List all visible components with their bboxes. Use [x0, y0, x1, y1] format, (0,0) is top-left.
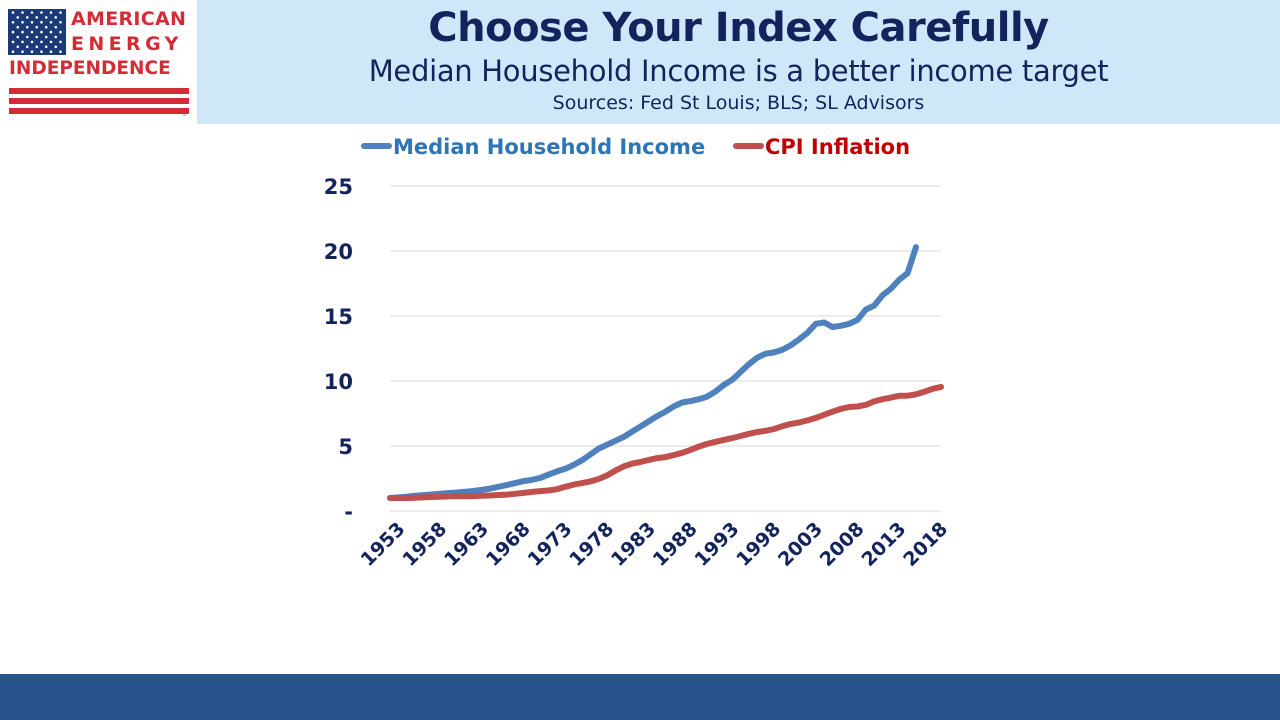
flag-star-icon — [11, 11, 15, 14]
y-tick-label: 15 — [324, 305, 353, 329]
flag-star-icon — [30, 21, 34, 24]
flag-star-icon — [30, 50, 34, 53]
flag-star-icon — [21, 21, 24, 24]
flag-star-icon — [21, 30, 24, 34]
x-tick-label: 1983 — [607, 518, 660, 571]
flag-star-icon — [16, 35, 20, 39]
flag-star-icon — [35, 16, 39, 19]
x-tick-label: 1973 — [524, 518, 577, 571]
flag-star-icon — [59, 21, 62, 24]
y-tick-label: 25 — [324, 175, 353, 199]
flag-star-icon — [59, 30, 62, 34]
flag-star-icon — [25, 35, 29, 39]
flag-star-icon — [30, 40, 34, 44]
x-tick-label: 1998 — [732, 518, 785, 571]
flag-star-icon — [25, 25, 29, 29]
flag-star-icon — [35, 25, 39, 29]
flag-star-icon — [40, 21, 43, 24]
page-title: Choose Your Index Carefully — [428, 5, 1049, 51]
flag-star-icon — [35, 45, 39, 49]
series-line-cpi-inflation — [387, 383, 944, 501]
flag-star-icon — [49, 40, 53, 44]
flag-star-icon — [11, 21, 15, 24]
y-tick-label: 5 — [338, 435, 353, 459]
flag-star-icon — [59, 50, 62, 53]
logo-text-american: AMERICAN — [71, 8, 187, 30]
x-tick-label: 2008 — [816, 518, 869, 571]
flag-star-icon — [44, 25, 48, 29]
x-tick-label: 2013 — [857, 518, 910, 571]
flag-star-icon — [25, 45, 29, 49]
x-tick-label: 1963 — [440, 518, 493, 571]
flag-star-icon — [11, 30, 15, 34]
x-tick-label: 1953 — [357, 518, 410, 571]
flag-star-icon — [40, 50, 43, 53]
flag-star-icon — [44, 35, 48, 39]
flag-star-icon — [44, 16, 48, 19]
logo-text-energy: ENERGY — [71, 33, 183, 55]
trademark-symbol: ™ — [182, 114, 187, 120]
flag-star-icon — [16, 16, 20, 19]
logo-stripe — [9, 108, 189, 114]
flag-star-icon — [30, 11, 34, 14]
flag-star-icon — [21, 40, 24, 44]
flag-star-icon — [40, 40, 43, 44]
x-tick-label: 1958 — [398, 518, 451, 571]
flag-star-icon — [49, 11, 53, 14]
flag-star-icon — [11, 50, 15, 53]
flag-star-icon — [40, 11, 43, 14]
footer-band — [0, 674, 1280, 720]
us-flag-icon — [8, 9, 66, 55]
logo-stripe — [9, 98, 189, 104]
x-tick-label: 1968 — [482, 518, 535, 571]
flag-star-icon — [40, 30, 43, 34]
flag-star-icon — [25, 16, 29, 19]
company-logo: AMERICAN ENERGY INDEPENDENCE ™ — [0, 0, 197, 124]
x-tick-label: 1993 — [691, 518, 744, 571]
x-tick-label: 1988 — [649, 518, 702, 571]
legend-label: Median Household Income — [393, 135, 705, 159]
flag-star-icon — [54, 35, 58, 39]
series-line-median-household-income — [387, 244, 919, 501]
flag-star-icon — [54, 25, 58, 29]
legend-label: CPI Inflation — [765, 135, 910, 159]
y-tick-label: - — [344, 500, 353, 524]
flag-star-icon — [44, 45, 48, 49]
flag-star-icon — [59, 40, 62, 44]
flag-star-icon — [16, 25, 20, 29]
x-tick-label: 2003 — [774, 518, 827, 571]
y-tick-label: 20 — [324, 240, 353, 264]
flag-star-icon — [16, 45, 20, 49]
line-chart: -510152025195319581963196819731978198319… — [324, 135, 952, 571]
header-band — [197, 0, 1280, 124]
flag-star-icon — [21, 11, 24, 14]
flag-star-icon — [49, 30, 53, 34]
sources-note: Sources: Fed St Louis; BLS; SL Advisors — [552, 92, 925, 114]
x-tick-label: 1978 — [565, 518, 618, 571]
flag-star-icon — [59, 11, 62, 14]
flag-star-icon — [35, 35, 39, 39]
flag-star-icon — [49, 21, 53, 24]
flag-star-icon — [49, 50, 53, 53]
y-tick-label: 10 — [324, 370, 353, 394]
logo-stripe — [9, 88, 189, 94]
flag-star-icon — [54, 45, 58, 49]
page-subtitle: Median Household Income is a better inco… — [368, 54, 1109, 88]
flag-star-icon — [54, 16, 58, 19]
flag-star-icon — [21, 50, 24, 53]
logo-text-independence: INDEPENDENCE — [9, 58, 171, 79]
x-tick-label: 2018 — [899, 518, 952, 571]
flag-star-icon — [30, 30, 34, 34]
flag-star-icon — [11, 40, 15, 44]
